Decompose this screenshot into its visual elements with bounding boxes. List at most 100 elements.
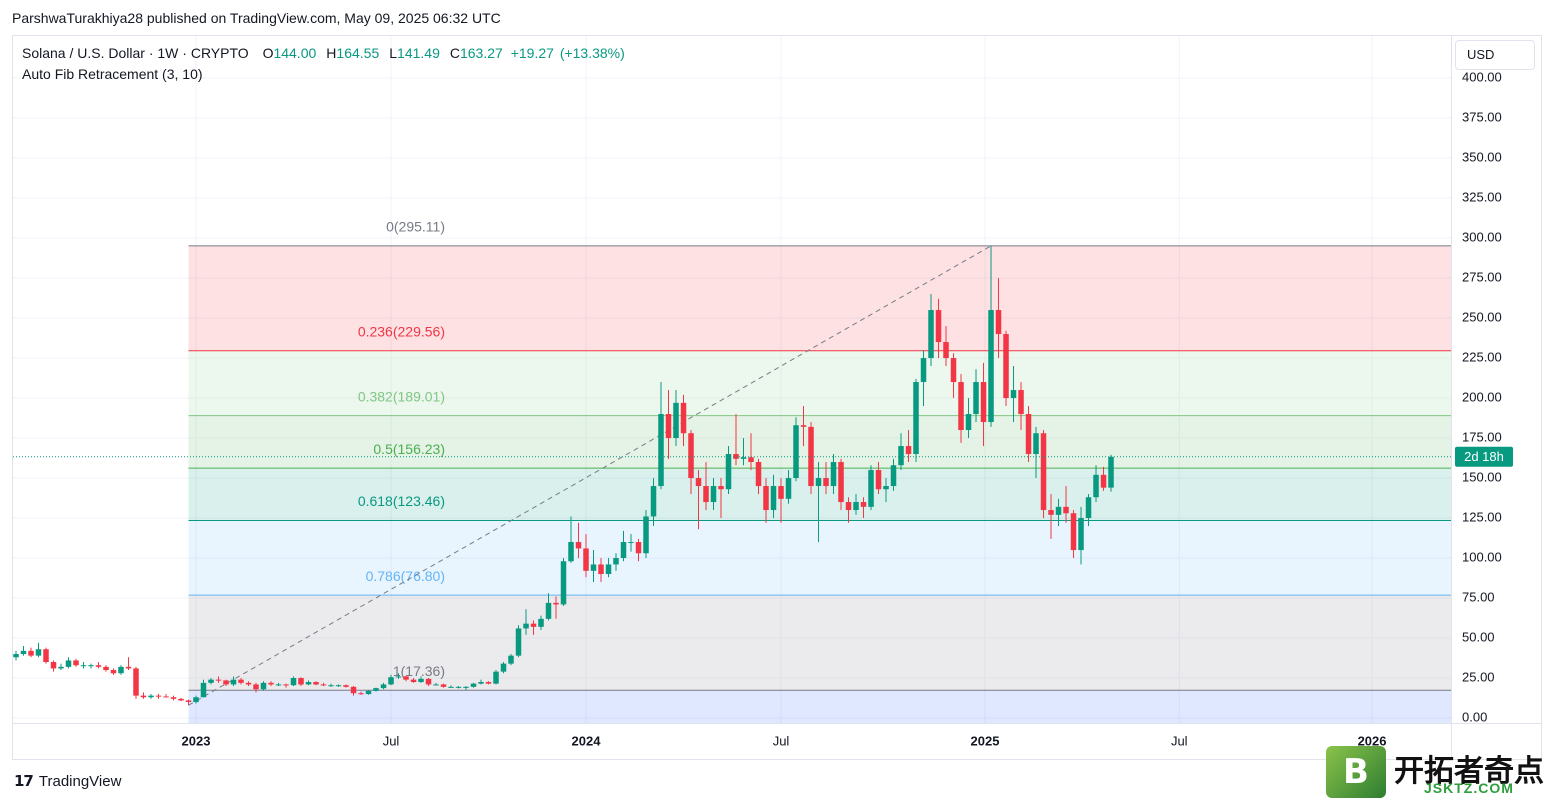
candle-body xyxy=(103,666,109,671)
fib-label: 0.786(76.80) xyxy=(366,568,445,584)
brand: 𝟭𝟳 TradingView xyxy=(14,772,121,790)
candle-body xyxy=(493,671,499,684)
ohlc-value: 163.27 xyxy=(459,45,503,61)
candle-body xyxy=(433,684,439,686)
candle-body xyxy=(883,486,889,490)
candle-body xyxy=(508,655,514,664)
candle-body xyxy=(928,310,934,359)
candle-body xyxy=(538,618,544,627)
x-tick-label: Jul xyxy=(1171,733,1188,748)
fib-zone xyxy=(188,415,1451,469)
candle-body xyxy=(410,679,417,683)
candle-body xyxy=(478,682,484,684)
candle-body xyxy=(425,678,432,685)
candle-body xyxy=(778,486,784,499)
x-tick-label: Jul xyxy=(383,733,400,748)
ohlc-value: 141.49 xyxy=(397,45,440,61)
candle-body xyxy=(118,666,124,674)
y-tick-label: 0.00 xyxy=(1462,709,1487,724)
candle-body xyxy=(643,516,649,554)
y-tick-label: 150.00 xyxy=(1462,469,1502,484)
candle-body xyxy=(455,686,462,688)
symbol-title: Solana / U.S. Dollar · 1W · CRYPTO xyxy=(22,45,249,61)
brand-name: TradingView xyxy=(38,772,122,790)
candle-body xyxy=(650,486,657,517)
candle-body xyxy=(628,542,634,544)
candle-body xyxy=(275,684,282,686)
candle-body xyxy=(418,678,424,683)
candle-body xyxy=(320,684,327,686)
x-tick-label: Jul xyxy=(773,733,790,748)
y-tick-label: 325.00 xyxy=(1462,189,1502,204)
y-tick-label: 350.00 xyxy=(1462,149,1502,164)
ohlc-key: H xyxy=(326,45,337,61)
candle-body xyxy=(73,660,79,666)
fib-zone xyxy=(188,520,1451,596)
candle-body xyxy=(395,676,402,678)
candle-body xyxy=(1100,474,1107,488)
candle-body xyxy=(1108,456,1114,488)
ohlc-value: 144.00 xyxy=(273,45,317,61)
candle-body xyxy=(800,425,807,427)
candle-body xyxy=(748,457,754,463)
candle-body xyxy=(185,700,192,703)
candle-body xyxy=(815,478,822,487)
x-tick-label: 2026 xyxy=(1358,733,1387,748)
candle-body xyxy=(965,414,972,431)
candle-body xyxy=(718,486,724,490)
candle-body xyxy=(1055,506,1062,515)
change-percent: (+13.38%) xyxy=(559,45,625,61)
y-tick-label: 375.00 xyxy=(1462,109,1502,124)
candle-body xyxy=(133,668,139,696)
candle-body xyxy=(658,414,664,487)
x-tick-label: 2023 xyxy=(182,733,211,748)
candle-body xyxy=(380,684,387,689)
candle-body xyxy=(155,695,162,697)
candle-body xyxy=(560,561,567,605)
currency-button[interactable]: USD xyxy=(1455,40,1535,70)
candle-body xyxy=(238,679,244,683)
candle-body xyxy=(1040,433,1047,511)
y-tick-label: 250.00 xyxy=(1462,309,1502,324)
candle-body xyxy=(403,676,409,680)
candle-body xyxy=(1085,497,1092,519)
candle-body xyxy=(178,698,184,701)
indicator-name: Auto Fib Retracement (3, 10) xyxy=(22,66,203,82)
published-note: ParshwaTurakhiya28 published on TradingV… xyxy=(12,10,501,26)
candle-body xyxy=(1010,390,1017,399)
candle-body xyxy=(898,446,904,466)
ohlc: O144.00 H164.55 L141.49 C163.27 xyxy=(255,45,505,61)
candle-body xyxy=(148,695,154,698)
candle-body xyxy=(50,662,57,669)
fib-label: 0.236(229.56) xyxy=(358,323,445,339)
candle-body xyxy=(20,650,27,655)
candle-body xyxy=(583,548,589,571)
fib-label: 0.5(156.23) xyxy=(373,441,445,457)
candle-body xyxy=(163,696,169,698)
candle-body xyxy=(890,465,897,487)
candle-body xyxy=(463,686,469,688)
candle-body xyxy=(440,684,447,687)
candle-body xyxy=(358,693,364,695)
y-tick-label: 175.00 xyxy=(1462,429,1502,444)
candle-body xyxy=(770,486,777,511)
candle-body xyxy=(328,685,334,687)
candle-body xyxy=(1078,518,1084,551)
fib-zone xyxy=(188,595,1451,691)
candle-body xyxy=(1048,510,1054,515)
countdown-label: 2d 18h xyxy=(1464,449,1504,464)
change: +19.27 xyxy=(510,45,554,61)
candle-body xyxy=(215,679,222,681)
candle-body xyxy=(530,623,537,627)
candle-body xyxy=(838,462,844,503)
candle-body xyxy=(110,670,117,674)
candle-body xyxy=(95,665,102,667)
fib-label: 1(17.36) xyxy=(393,663,445,679)
candle-body xyxy=(860,502,867,507)
candle-body xyxy=(230,679,237,685)
candle-body xyxy=(260,682,267,690)
candle-body xyxy=(58,666,64,669)
candle-body xyxy=(523,623,529,629)
candle-body xyxy=(950,358,957,383)
